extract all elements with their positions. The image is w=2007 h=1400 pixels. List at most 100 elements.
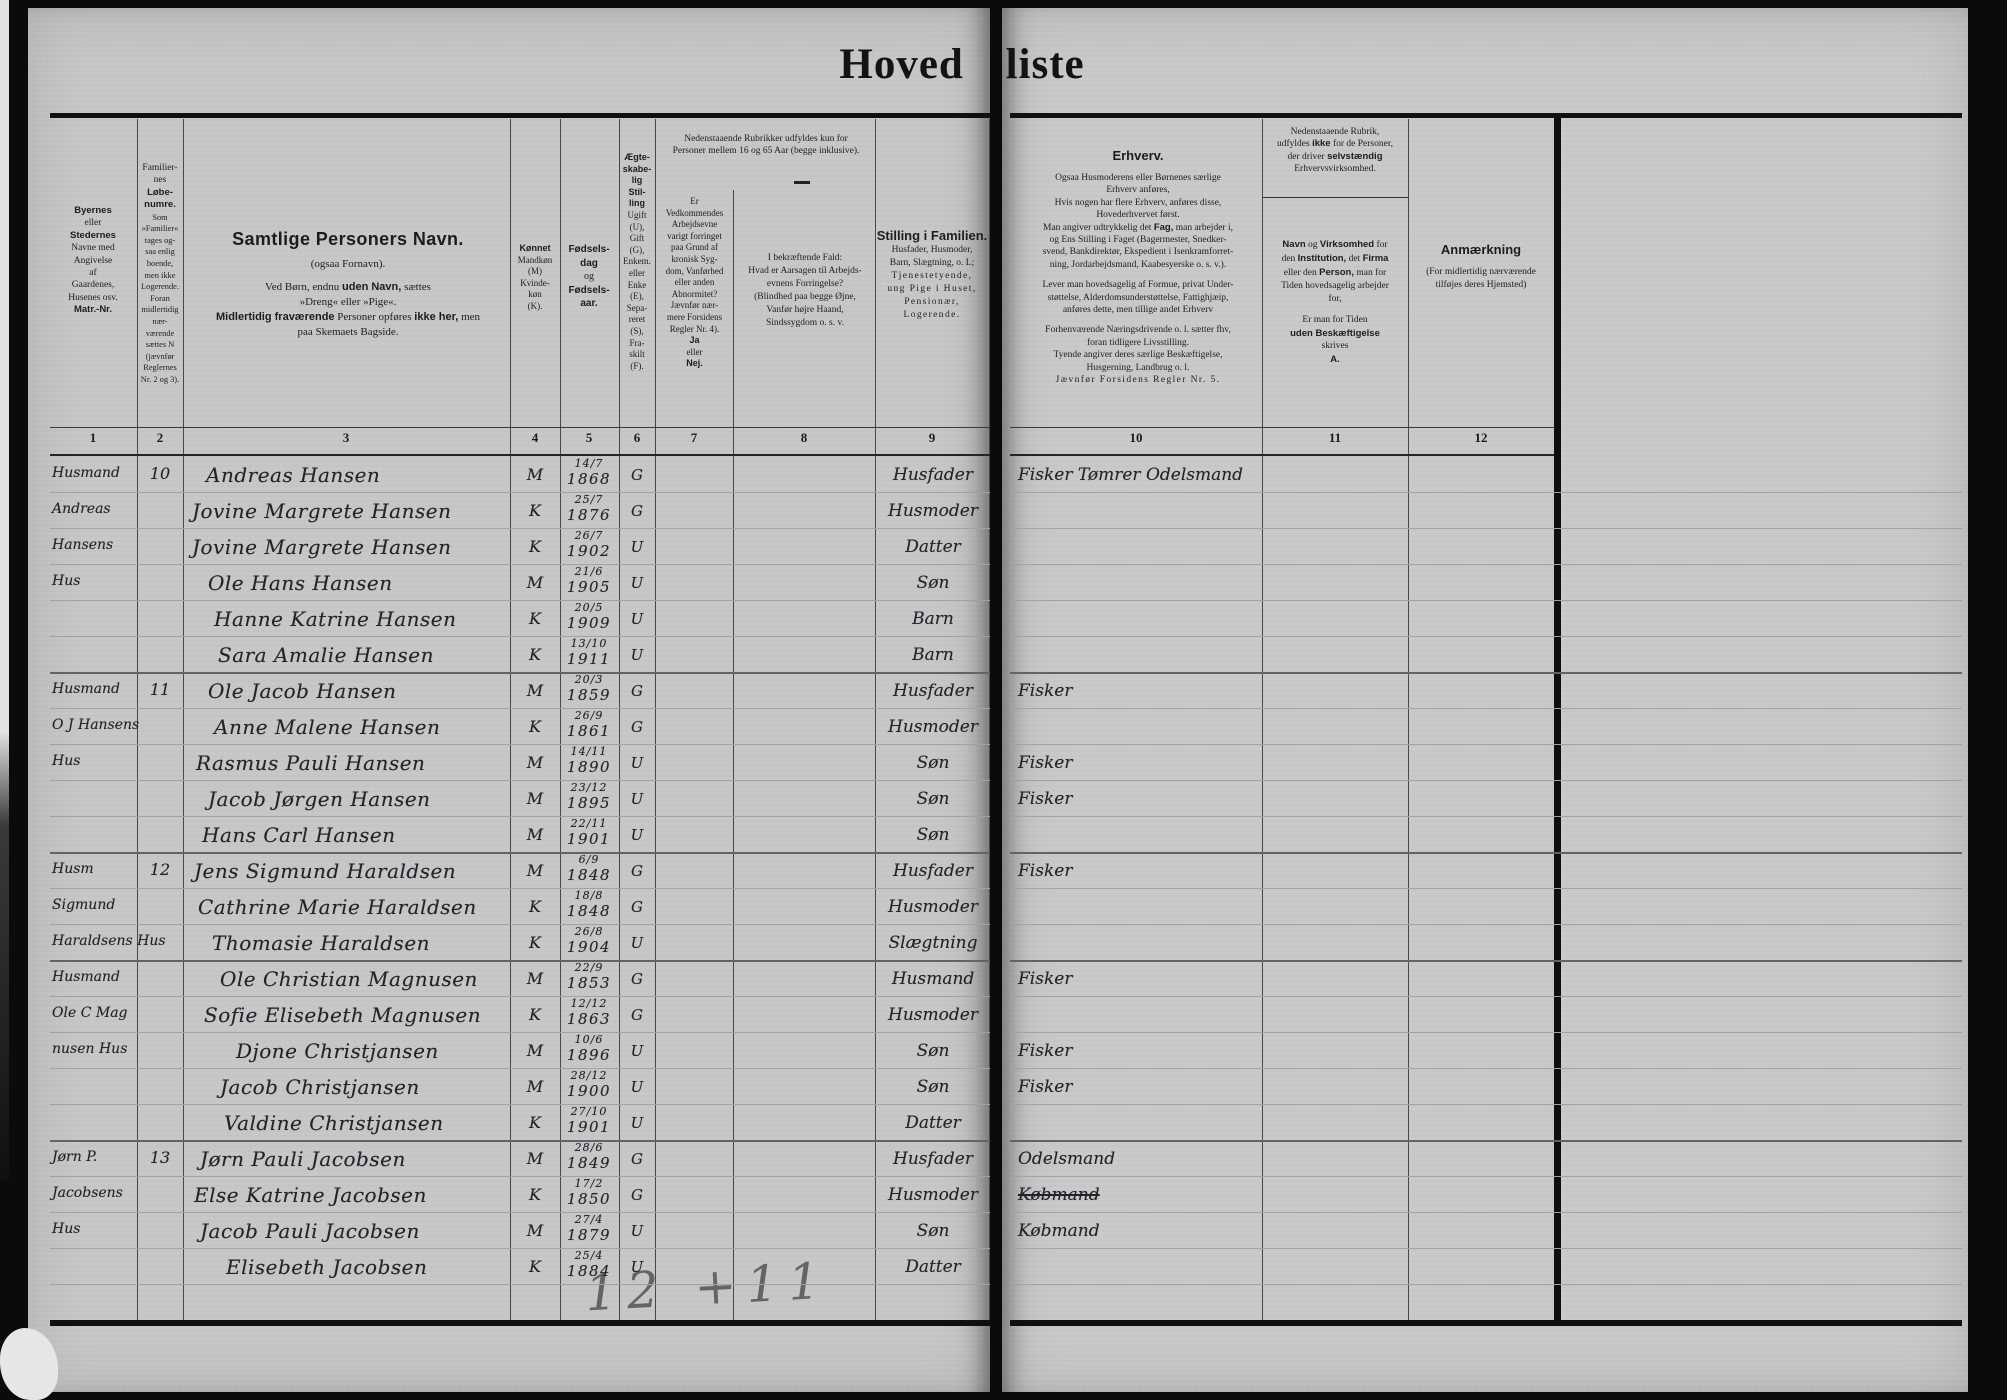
table-vertical-line — [655, 119, 656, 1320]
birth-year-cell: 1861 — [566, 722, 612, 740]
row-line — [1010, 960, 1962, 962]
birth-year-cell: 1904 — [566, 938, 612, 956]
header-line: Tiden hovedsagelig arbejder — [1281, 281, 1389, 291]
table-horizontal-line — [1262, 197, 1408, 198]
header-line: ling — [629, 198, 645, 209]
row-line — [1010, 1212, 1962, 1213]
family-position-cell: Søn — [916, 1041, 950, 1061]
name-cell: Ole Jacob Hansen — [208, 679, 397, 703]
row-line — [50, 1032, 990, 1033]
column-number: 2 — [156, 430, 164, 445]
row-line — [50, 888, 990, 889]
header-line: Arbejdsevne — [671, 219, 718, 230]
name-cell: Hanne Katrine Hansen — [214, 607, 457, 631]
header-col12-remarks: Anmærkning (For midlertidig nærværende til… — [1410, 242, 1552, 292]
sex-cell: K — [529, 897, 541, 916]
name-cell: Djone Christjansen — [236, 1039, 439, 1063]
sex-cell: K — [529, 1113, 541, 1132]
family-position-cell: Barn — [912, 609, 954, 629]
name-cell: Else Katrine Jacobsen — [194, 1183, 427, 1207]
name-cell: Sofie Elisebeth Magnusen — [204, 1003, 482, 1027]
header-line: Husenes osv. — [68, 292, 118, 303]
name-cell: Ole Hans Hansen — [208, 571, 393, 595]
sex-cell: M — [526, 465, 544, 484]
header-line: boende, — [146, 259, 174, 268]
row-line — [1010, 528, 1962, 529]
header-line: køn — [528, 289, 542, 300]
sex-cell: K — [529, 501, 541, 520]
birth-year-cell: 1848 — [566, 902, 612, 920]
header-line: Nedenstaaende Rubrikker udfyldes kun for — [684, 134, 848, 144]
row-line — [1010, 924, 1962, 925]
family-position-cell: Søn — [916, 789, 950, 809]
birth-day-cell: 26/7 — [574, 529, 604, 542]
place-cell: Haraldsens Hus — [52, 933, 166, 949]
birth-day-cell: 20/3 — [574, 673, 604, 686]
row-line — [50, 1248, 990, 1249]
row-line — [50, 1212, 990, 1213]
sex-cell: K — [529, 537, 541, 556]
header-line: skrives — [1321, 341, 1349, 351]
header-line: Stilling i Familien. — [876, 228, 988, 243]
marital-status-cell: G — [631, 682, 643, 700]
header-col8-cause: I bekræftende Fald: Hvad er Aarsagen til … — [736, 252, 874, 330]
header-line: tilføjes deres Hjemsted) — [1435, 280, 1527, 290]
occupation-cell: Fisker — [1018, 681, 1073, 701]
row-line — [50, 744, 990, 745]
row-line — [1010, 816, 1962, 817]
header-line: (F). — [630, 360, 644, 371]
family-number-cell: 13 — [149, 1148, 171, 1167]
row-line — [1010, 492, 1962, 493]
sex-cell: K — [529, 717, 541, 736]
marital-status-cell: U — [630, 610, 644, 628]
birth-day-cell: 10/6 — [574, 1033, 604, 1046]
table-horizontal-line — [1010, 113, 1962, 118]
birth-year-cell: 1896 — [566, 1046, 612, 1064]
marital-status-cell: G — [631, 1150, 643, 1168]
marital-status-cell: U — [630, 574, 644, 592]
column-number: 10 — [1129, 430, 1143, 445]
header-line: der driver selvstændig — [1287, 150, 1383, 162]
birth-year-cell: 1895 — [566, 794, 612, 812]
header-line: Erhvervsvirksomhed. — [1294, 164, 1376, 175]
header-line: Nedenstaaende Rubrik, — [1290, 127, 1380, 137]
header-line: Abnormitet? — [671, 288, 718, 299]
birth-day-cell: 22/11 — [570, 817, 608, 830]
header-line: (E), — [630, 291, 644, 302]
header-line: Erhverv. — [1112, 148, 1164, 163]
name-cell: Anne Malene Hansen — [214, 715, 441, 739]
row-line — [1010, 1104, 1962, 1105]
marital-status-cell: U — [630, 1258, 644, 1276]
birth-year-cell: 1884 — [566, 1262, 612, 1280]
column-number: 12 — [1474, 430, 1488, 445]
header-line: Vedkommendes — [665, 207, 724, 218]
column-number: 11 — [1328, 430, 1342, 445]
header-line: af — [89, 268, 97, 279]
family-position-cell: Datter — [905, 1257, 961, 1277]
header-line: kronisk Syg- — [671, 253, 718, 264]
birth-day-cell: 22/9 — [574, 961, 604, 974]
header-line: dom, Vanførhed — [665, 265, 724, 276]
name-cell: Jens Sigmund Haraldsen — [194, 859, 457, 883]
marital-status-cell: U — [630, 790, 644, 808]
family-position-cell: Søn — [916, 825, 950, 845]
row-line — [50, 816, 990, 817]
header-line: Kvinde- — [520, 277, 550, 288]
row-line — [50, 1104, 990, 1105]
place-cell: Andreas — [52, 501, 111, 517]
header-line: Reglernes — [143, 363, 177, 373]
row-line — [1010, 1068, 1962, 1069]
birth-day-cell: 26/9 — [574, 709, 604, 722]
column-number: 5 — [585, 430, 593, 445]
place-cell: Hus — [52, 753, 81, 769]
header-line: for, — [1328, 294, 1342, 304]
row-line — [1010, 636, 1962, 637]
header-line: Forhenværende Næringsdrivende o. l. sætt… — [1045, 325, 1231, 336]
birth-year-cell: 1859 — [566, 686, 612, 704]
header-line: Tjenestetyende, — [891, 271, 973, 281]
row-line — [1010, 672, 1962, 674]
header-line: Sepa- — [626, 302, 648, 313]
birth-day-cell: 18/8 — [574, 889, 604, 902]
birth-day-cell: 13/10 — [570, 637, 608, 650]
header-line: Logerende. — [141, 282, 179, 292]
